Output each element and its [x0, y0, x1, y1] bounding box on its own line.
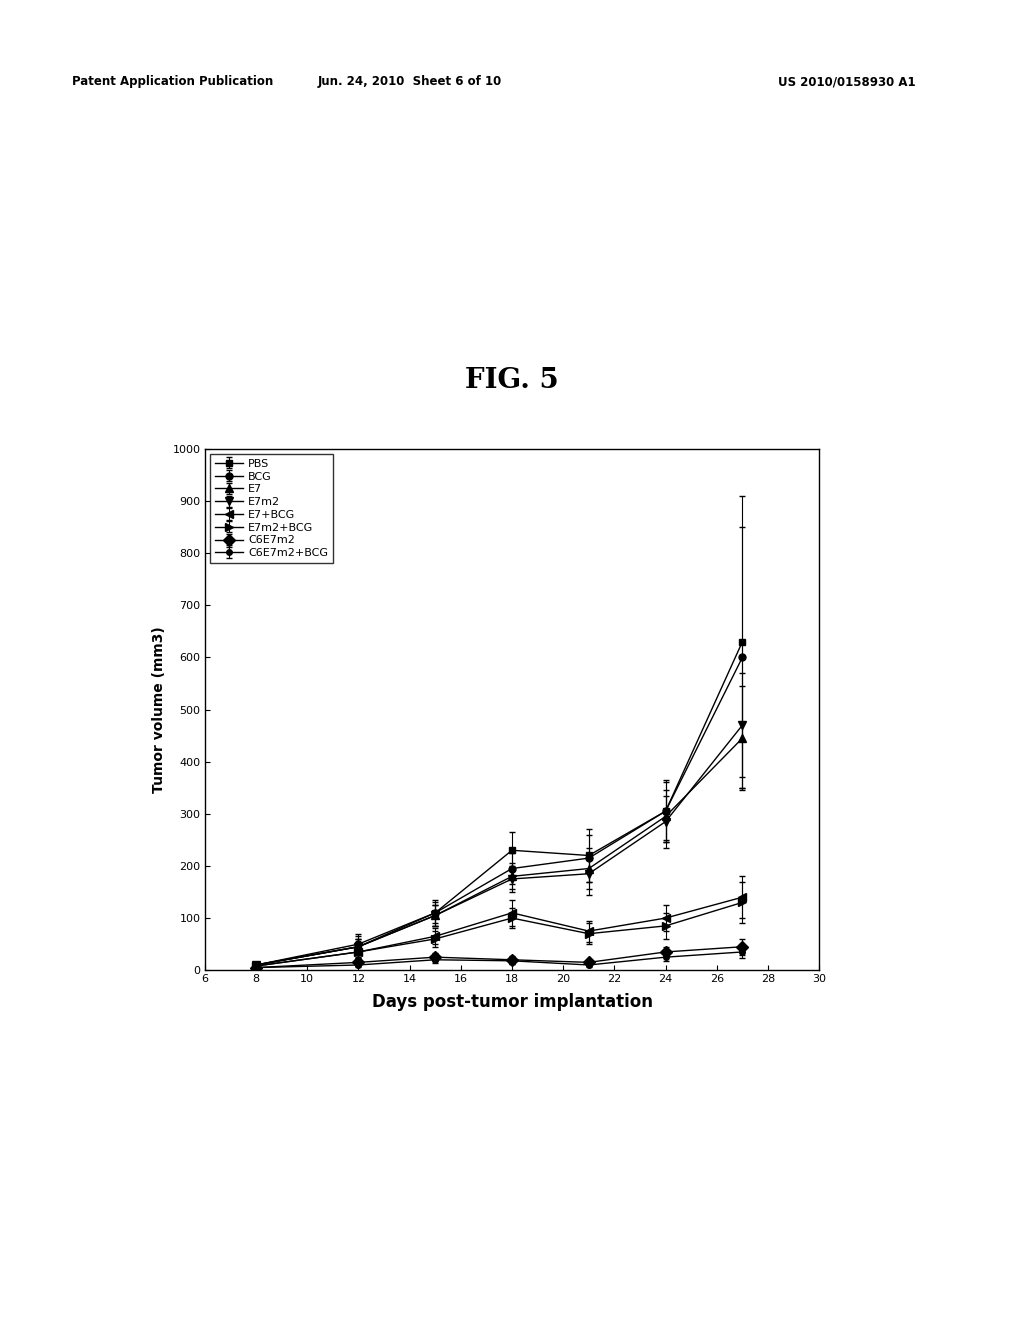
Legend: PBS, BCG, E7, E7m2, E7+BCG, E7m2+BCG, C6E7m2, C6E7m2+BCG: PBS, BCG, E7, E7m2, E7+BCG, E7m2+BCG, C6…: [210, 454, 333, 562]
Text: US 2010/0158930 A1: US 2010/0158930 A1: [778, 75, 915, 88]
Text: Patent Application Publication: Patent Application Publication: [72, 75, 273, 88]
X-axis label: Days post-tumor implantation: Days post-tumor implantation: [372, 993, 652, 1011]
Text: FIG. 5: FIG. 5: [465, 367, 559, 393]
Text: Jun. 24, 2010  Sheet 6 of 10: Jun. 24, 2010 Sheet 6 of 10: [317, 75, 502, 88]
Y-axis label: Tumor volume (mm3): Tumor volume (mm3): [152, 626, 166, 793]
